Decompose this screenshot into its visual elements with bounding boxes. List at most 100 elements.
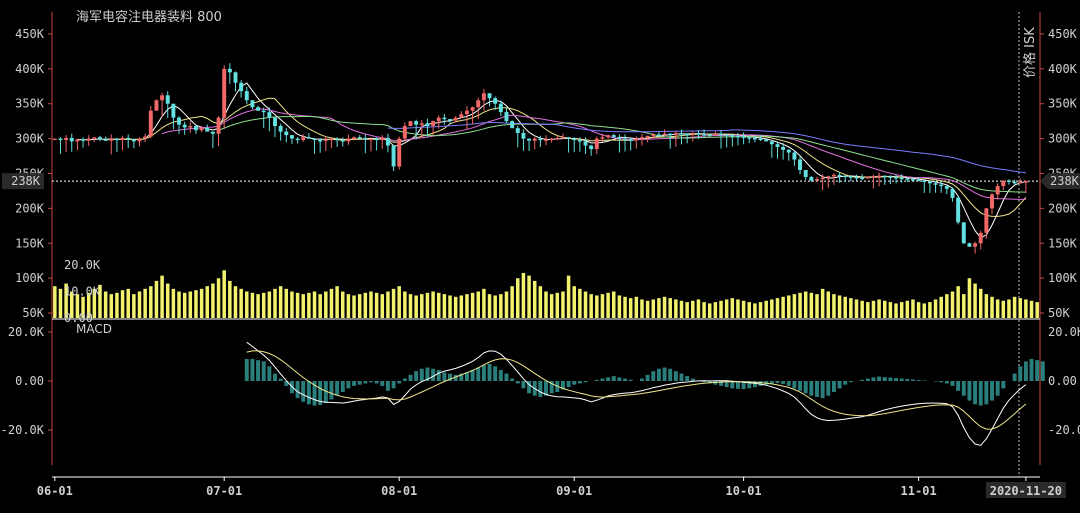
price-tick-label: 150K [15,236,45,250]
volume-bar [228,280,232,318]
candle-body [623,138,628,141]
candle-body [679,133,684,135]
candle-body [555,137,560,140]
macd-histogram-bar [679,373,684,381]
candle-body [408,121,413,127]
macd-panel [244,358,1045,406]
volume-bar [578,288,582,318]
volume-bar [837,295,842,318]
candle-body [363,137,368,140]
candle-body [521,133,526,139]
candle-body [335,138,340,141]
right-price-tick-label: 150K [1048,236,1078,250]
macd-histogram-bar [781,381,786,384]
candle-body [137,138,142,142]
volume-bar [866,302,870,318]
volume-bar [651,299,656,318]
volume-bar [939,296,943,318]
macd-histogram-bar [301,381,306,402]
candle-body [831,174,836,177]
volume-bar [753,303,757,318]
candle-body [611,135,616,138]
macd-histogram-bar [741,381,746,390]
candle-body [171,103,176,118]
candle-body [510,121,515,129]
volume-bar [256,294,260,318]
candle-body [250,100,255,108]
macd-histogram-bar [408,374,413,381]
macd-histogram-bar [865,378,870,381]
right-price-tick-label: 50K [1048,306,1070,320]
volume-bar [679,300,684,318]
macd-histogram-bar [515,381,520,384]
candle-body [792,152,797,160]
candle-body [182,124,187,128]
macd-histogram-bar [685,376,690,381]
candle-body [594,138,599,150]
volume-bar [702,302,706,318]
candle-body [532,138,537,141]
volume-bar [465,294,469,318]
candle-body [566,137,571,139]
candle-body [109,138,114,141]
macd-histogram-bar [792,381,797,389]
macd-histogram-bar [504,373,509,381]
candle-body [498,103,503,113]
volume-bar [719,300,723,318]
candle-body [685,133,690,136]
volume-bar [499,294,503,318]
macd-histogram-bar [385,381,390,391]
candle-body [261,110,266,113]
volume-bar [160,275,164,318]
candle-body [927,181,932,184]
macd-histogram-bar [510,378,515,381]
candle-body [352,137,357,139]
candle-body [193,126,198,131]
ma60-line [387,122,1026,174]
macd-histogram-bar [487,363,492,381]
candle-body [459,114,464,118]
volume-bar [798,292,802,318]
volume-bar [205,286,210,318]
macd-histogram-bar [318,381,323,406]
volume-bar [436,292,441,318]
candle-body [600,137,605,139]
candle-body [244,91,249,101]
candle-body [617,137,622,139]
candle-body [357,137,362,139]
candlestick-series [52,63,1028,254]
candle-body [273,117,277,127]
volume-bar [894,303,898,318]
candle-body [481,93,486,101]
volume-bar [561,291,565,318]
candle-body [64,137,69,140]
volume-bar [1001,300,1006,318]
right-price-tick-label: 200K [1048,201,1078,215]
price-tick-label: 350K [15,97,45,111]
candle-body [58,138,63,141]
macd-histogram-bar [380,381,385,386]
macd-histogram-bar [606,377,611,381]
volume-bar [510,286,514,318]
volume-bar [854,299,859,318]
volume-bar [916,302,921,318]
candle-body [882,175,887,178]
volume-bar [132,294,136,318]
volume-bar [81,296,85,318]
macd-histogram-bar [882,377,887,381]
candle-body [414,121,419,125]
candle-body [442,117,447,120]
macd-histogram-bar [436,369,441,381]
volume-bar [521,272,526,318]
macd-histogram-bar [448,373,452,381]
volume-bar [696,299,701,318]
macd-histogram-bar [645,374,650,381]
volume-bar [730,298,735,318]
volume-bar [572,286,576,318]
x-tick-label: 11-01 [901,484,937,498]
macd-histogram-bar [352,381,357,386]
macd-histogram-bar [724,381,729,388]
macd-histogram-bar [899,378,904,381]
current-date-badge [985,482,1066,498]
macd-histogram-bar [600,378,605,381]
